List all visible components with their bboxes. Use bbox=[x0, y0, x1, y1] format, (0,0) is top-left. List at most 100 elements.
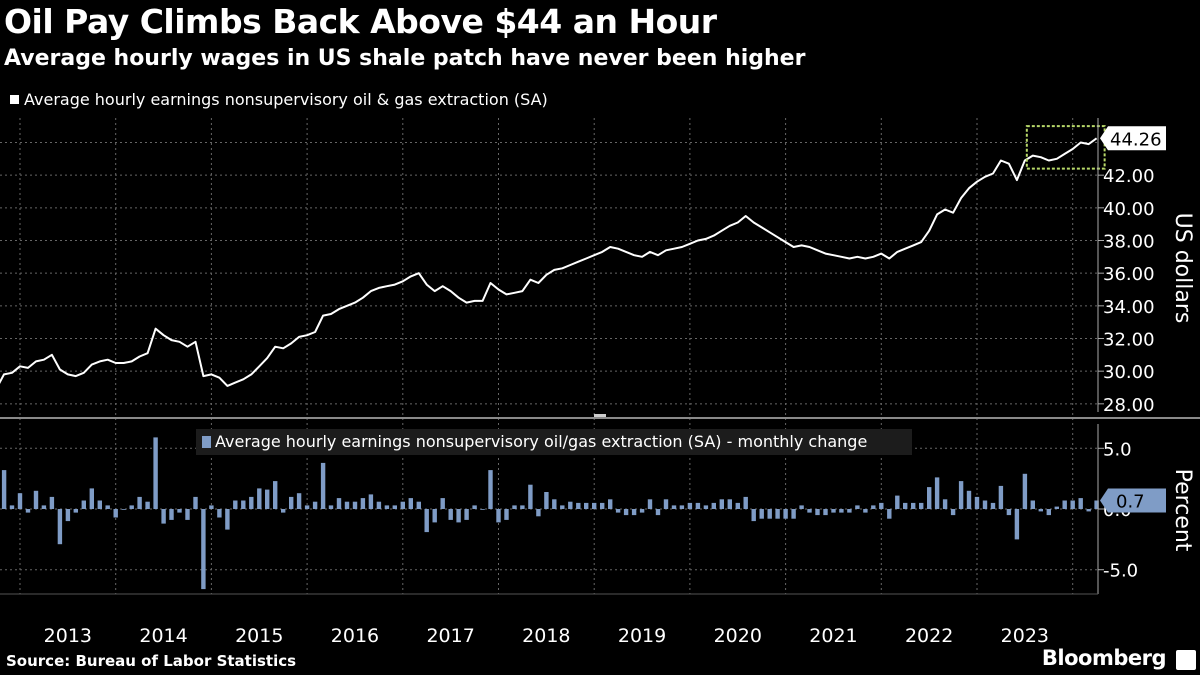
change-bar bbox=[695, 502, 701, 509]
change-bar bbox=[512, 505, 517, 509]
change-bar bbox=[552, 499, 557, 509]
change-bar bbox=[73, 509, 78, 513]
change-bar bbox=[671, 505, 677, 509]
change-bar bbox=[41, 505, 47, 509]
change-bar bbox=[265, 489, 270, 509]
y-tick-label: 42.00 bbox=[1103, 166, 1155, 187]
x-tick-label: 2019 bbox=[618, 625, 666, 647]
change-bar bbox=[751, 509, 756, 522]
change-bar bbox=[799, 505, 804, 509]
bloomberg-badge-icon bbox=[1176, 650, 1196, 670]
change-bar bbox=[631, 509, 637, 516]
change-bar bbox=[647, 499, 653, 509]
change-bar bbox=[296, 493, 302, 509]
change-bar bbox=[927, 487, 932, 509]
change-bar bbox=[727, 499, 732, 509]
change-bar bbox=[89, 488, 94, 509]
change-bar bbox=[1022, 473, 1028, 509]
change-bar bbox=[703, 505, 709, 509]
change-bar bbox=[496, 509, 501, 523]
change-bar bbox=[831, 509, 836, 513]
change-bar bbox=[145, 501, 150, 509]
change-bar bbox=[974, 496, 980, 509]
change-bar bbox=[105, 505, 110, 509]
change-bar bbox=[1078, 498, 1083, 509]
x-tick-label: 2018 bbox=[522, 625, 570, 647]
change-bar bbox=[934, 477, 940, 509]
change-bar bbox=[336, 498, 342, 509]
change-bar bbox=[376, 501, 382, 509]
change-bar bbox=[289, 496, 294, 509]
x-tick-label: 2021 bbox=[809, 625, 857, 647]
change-bar bbox=[887, 509, 892, 519]
change-bar bbox=[193, 496, 198, 509]
change-bar bbox=[344, 501, 350, 509]
change-bar bbox=[504, 509, 509, 520]
change-bar bbox=[1, 470, 7, 509]
change-bar bbox=[368, 494, 374, 509]
change-bar bbox=[113, 509, 118, 518]
change-bar bbox=[1046, 509, 1051, 516]
change-bar bbox=[608, 499, 613, 509]
wage-line bbox=[0, 137, 1098, 387]
last-change-badge bbox=[1100, 488, 1166, 513]
change-bar bbox=[735, 502, 740, 509]
last-change-label: 0.7 bbox=[1116, 492, 1145, 513]
change-bar bbox=[711, 502, 716, 509]
change-bar bbox=[568, 501, 573, 509]
change-bar bbox=[440, 498, 445, 509]
change-bar bbox=[400, 501, 405, 509]
source-note: Source: Bureau of Labor Statistics bbox=[6, 652, 297, 670]
chart-title: Oil Pay Climbs Back Above $44 an Hour bbox=[4, 2, 717, 41]
change-bar bbox=[823, 509, 828, 516]
top-panel bbox=[0, 125, 1106, 387]
last-value-badge bbox=[1100, 126, 1166, 151]
change-bar bbox=[432, 509, 437, 523]
change-bar bbox=[225, 509, 230, 530]
change-bar bbox=[488, 470, 493, 509]
chart-subtitle: Average hourly wages in US shale patch h… bbox=[4, 46, 806, 71]
change-bar bbox=[1030, 500, 1035, 509]
x-tick-label: 2013 bbox=[44, 625, 92, 647]
y-tick-label: 40.00 bbox=[1103, 199, 1155, 220]
change-bar bbox=[201, 509, 206, 590]
change-bar bbox=[1070, 500, 1075, 509]
change-bar bbox=[81, 500, 86, 509]
last-value-label: 44.26 bbox=[1110, 129, 1162, 150]
change-bar bbox=[312, 501, 318, 509]
x-tick-label: 2016 bbox=[331, 625, 379, 647]
change-bar bbox=[1054, 506, 1059, 509]
change-bar bbox=[655, 509, 661, 516]
change-bar bbox=[783, 509, 788, 519]
change-bar bbox=[1062, 500, 1067, 509]
highlight-box bbox=[1025, 125, 1106, 170]
x-tick-label: 2014 bbox=[139, 625, 187, 647]
change-bar bbox=[472, 505, 477, 509]
change-bar bbox=[352, 501, 358, 509]
change-bar bbox=[982, 500, 988, 509]
change-bar bbox=[743, 496, 748, 509]
change-bar bbox=[560, 505, 565, 509]
change-bar bbox=[416, 501, 421, 509]
change-bar bbox=[863, 509, 868, 513]
change-bar bbox=[161, 509, 166, 524]
change-bar bbox=[950, 509, 956, 516]
change-bar bbox=[257, 488, 262, 509]
change-bar bbox=[576, 502, 581, 509]
y-tick-label: 30.00 bbox=[1103, 362, 1155, 383]
change-bar bbox=[456, 509, 461, 523]
change-bar bbox=[137, 496, 142, 509]
change-bar bbox=[328, 505, 334, 509]
bottom-panel bbox=[1, 437, 1099, 590]
change-bar bbox=[9, 505, 15, 509]
change-bar bbox=[217, 509, 222, 518]
x-tick-label: 2023 bbox=[1001, 625, 1049, 647]
change-bar bbox=[121, 509, 126, 510]
change-bar bbox=[871, 505, 876, 509]
legend-bg-bottom bbox=[196, 429, 912, 455]
change-bar bbox=[392, 505, 397, 509]
legend-label-top: Average hourly earnings nonsupervisory o… bbox=[24, 90, 548, 109]
change-bar bbox=[584, 502, 589, 509]
change-bar bbox=[33, 490, 39, 509]
